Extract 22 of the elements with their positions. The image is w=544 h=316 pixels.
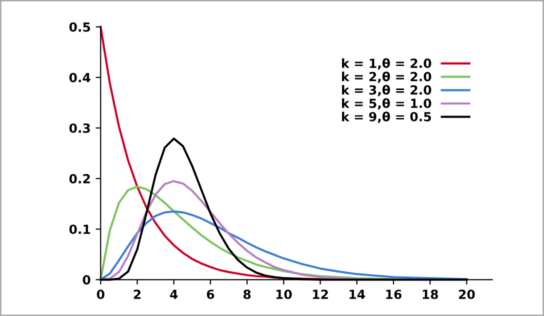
- x-tick-label: 6: [206, 290, 214, 300]
- y-tick-label: 0.3: [69, 123, 90, 133]
- x-tick-label: 8: [243, 290, 251, 300]
- x-tick-label: 20: [458, 290, 475, 300]
- y-tick-label: 0.4: [69, 72, 90, 82]
- x-tick-label: 14: [350, 290, 366, 299]
- x-tick-label: 0: [96, 290, 104, 300]
- legend-label: k = 9,θ = 0.5: [342, 112, 431, 123]
- x-tick-label: 10: [276, 290, 292, 300]
- legend-label: k = 3,θ = 2.0: [342, 84, 432, 96]
- y-tick-label: 0.5: [69, 22, 90, 32]
- y-tick-label: 0.1: [69, 224, 90, 234]
- x-tick-label: 16: [386, 290, 402, 300]
- x-tick-label: 18: [422, 290, 438, 300]
- legend-label: k = 2,θ = 2.0: [342, 72, 432, 83]
- x-tick-label: 12: [312, 290, 328, 299]
- y-tick-label: 0.2: [69, 174, 90, 184]
- y-tick-label: 0: [82, 275, 90, 285]
- x-tick-label: 4: [170, 290, 178, 299]
- legend-label: k = 1,θ = 2.0: [342, 58, 432, 70]
- x-tick-label: 2: [134, 290, 141, 299]
- legend-label: k = 5,θ = 1.0: [342, 98, 432, 110]
